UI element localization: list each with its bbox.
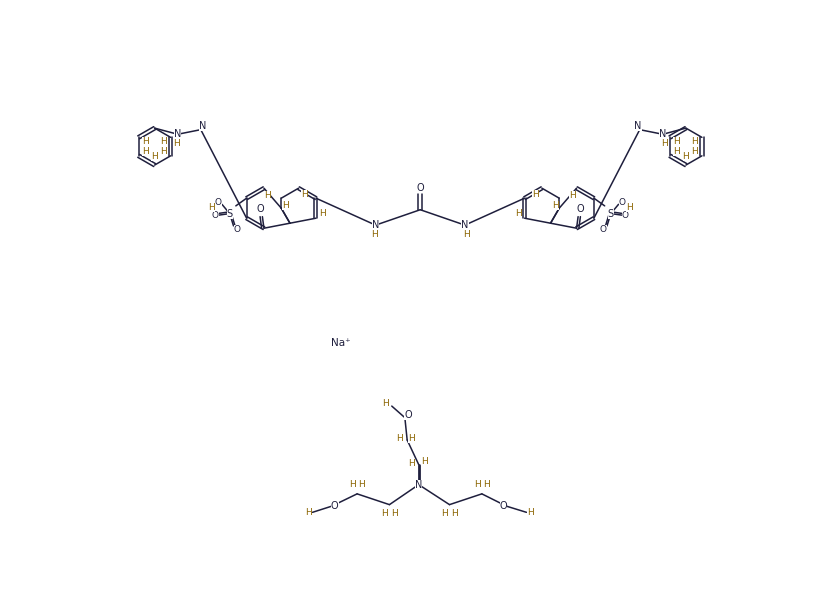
Text: H: H bbox=[681, 152, 689, 161]
Text: O: O bbox=[256, 204, 264, 214]
Text: H: H bbox=[473, 480, 480, 489]
Text: H: H bbox=[441, 509, 448, 518]
Text: N: N bbox=[634, 121, 641, 131]
Text: N: N bbox=[372, 220, 379, 230]
Text: H: H bbox=[527, 508, 533, 517]
Text: H: H bbox=[672, 147, 680, 157]
Text: H: H bbox=[319, 209, 325, 218]
Text: O: O bbox=[599, 225, 606, 234]
Text: O: O bbox=[331, 501, 338, 511]
Text: H: H bbox=[160, 138, 167, 146]
Text: Na⁺: Na⁺ bbox=[331, 338, 351, 348]
Text: H: H bbox=[408, 434, 414, 443]
Text: H: H bbox=[160, 147, 167, 157]
Text: H: H bbox=[301, 190, 308, 199]
Text: N: N bbox=[174, 129, 181, 140]
Text: H: H bbox=[551, 201, 558, 211]
Text: H: H bbox=[690, 147, 698, 157]
Text: H: H bbox=[142, 138, 149, 146]
Text: N: N bbox=[198, 121, 206, 131]
Text: O: O bbox=[416, 183, 423, 193]
Text: H: H bbox=[390, 509, 397, 518]
Text: H: H bbox=[532, 190, 538, 199]
Text: S: S bbox=[226, 209, 233, 218]
Text: O: O bbox=[215, 198, 221, 206]
Text: H: H bbox=[660, 139, 667, 148]
Text: H: H bbox=[690, 138, 698, 146]
Text: N: N bbox=[414, 480, 422, 490]
Text: H: H bbox=[282, 201, 288, 211]
Text: N: N bbox=[658, 129, 666, 140]
Text: S: S bbox=[607, 209, 613, 218]
Text: H: H bbox=[382, 398, 388, 408]
Text: H: H bbox=[207, 203, 215, 212]
Text: O: O bbox=[576, 204, 583, 214]
Text: O: O bbox=[404, 409, 411, 420]
Text: H: H bbox=[568, 192, 576, 200]
Text: H: H bbox=[142, 147, 149, 157]
Text: N: N bbox=[460, 220, 468, 230]
Text: H: H bbox=[396, 434, 402, 443]
Text: H: H bbox=[482, 480, 489, 489]
Text: O: O bbox=[499, 501, 507, 511]
Text: H: H bbox=[264, 192, 271, 200]
Text: H: H bbox=[625, 203, 632, 212]
Text: O: O bbox=[233, 225, 241, 234]
Text: H: H bbox=[450, 509, 457, 518]
Text: O: O bbox=[618, 198, 625, 206]
Text: H: H bbox=[151, 152, 158, 161]
Text: H: H bbox=[358, 480, 364, 489]
Text: H: H bbox=[349, 480, 355, 489]
Text: H: H bbox=[305, 508, 311, 517]
Text: H: H bbox=[370, 230, 377, 239]
Text: H: H bbox=[463, 230, 469, 239]
Text: H: H bbox=[672, 138, 680, 146]
Text: H: H bbox=[381, 509, 387, 518]
Text: O: O bbox=[211, 211, 219, 220]
Text: H: H bbox=[421, 457, 428, 466]
Text: H: H bbox=[407, 458, 414, 468]
Text: H: H bbox=[173, 139, 179, 148]
Text: H: H bbox=[514, 209, 521, 218]
Text: O: O bbox=[621, 211, 628, 220]
